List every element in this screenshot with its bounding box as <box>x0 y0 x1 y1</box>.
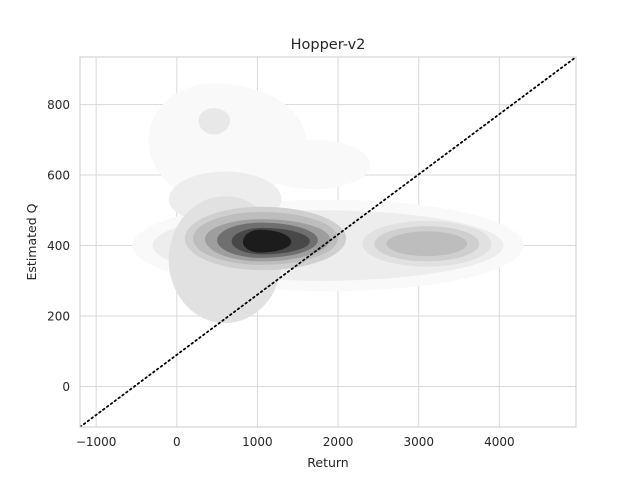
density-contour-level-1 <box>257 139 371 190</box>
y-tick-label: 800 <box>47 98 70 112</box>
density-contour-level-9 <box>242 229 292 253</box>
y-axis-label: Estimated Q <box>24 203 39 280</box>
density-contour-level-10 <box>198 108 231 135</box>
x-tick-label: −1000 <box>76 435 117 449</box>
x-tick-label: 3000 <box>403 435 434 449</box>
reference-line <box>80 57 576 427</box>
x-tick-label: 4000 <box>484 435 515 449</box>
y-tick-label: 400 <box>47 239 70 253</box>
density-contours <box>132 83 524 324</box>
density-contour-level-5 <box>386 231 468 257</box>
y-tick-label: 200 <box>47 310 70 324</box>
x-tick-label: 1000 <box>242 435 273 449</box>
chart-title: Hopper-v2 <box>291 37 366 53</box>
plot-frame <box>79 56 577 428</box>
x-tick-label: 2000 <box>323 435 354 449</box>
x-tick-label: 0 <box>173 435 181 449</box>
x-tick-labels: −1000 0 1000 2000 3000 4000 <box>76 435 515 449</box>
y-tick-labels: 0 200 400 600 800 <box>47 98 70 394</box>
y-tick-label: 0 <box>62 380 70 394</box>
y-tick-label: 600 <box>47 169 70 183</box>
identity-dotted-line <box>80 57 576 427</box>
x-axis-label: Return <box>307 455 348 470</box>
